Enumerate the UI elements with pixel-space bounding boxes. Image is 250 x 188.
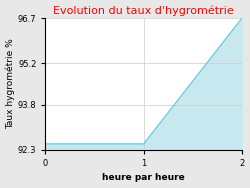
Title: Evolution du taux d'hygrométrie: Evolution du taux d'hygrométrie: [53, 6, 234, 16]
X-axis label: heure par heure: heure par heure: [102, 174, 185, 182]
Y-axis label: Taux hygrométrie %: Taux hygrométrie %: [6, 39, 15, 129]
